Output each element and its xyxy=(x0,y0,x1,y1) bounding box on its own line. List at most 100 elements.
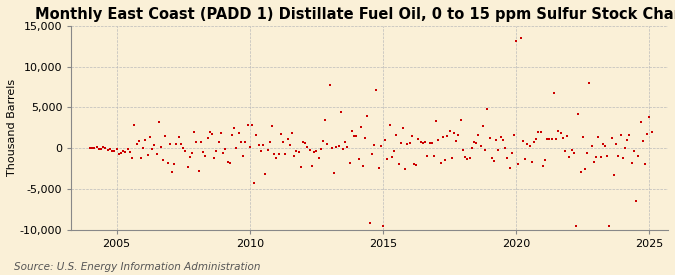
Point xyxy=(355,125,366,129)
Point xyxy=(353,157,364,161)
Point xyxy=(444,128,455,133)
Point xyxy=(140,138,151,143)
Point xyxy=(497,138,508,142)
Point xyxy=(282,137,293,142)
Point xyxy=(599,144,610,148)
Point xyxy=(249,181,260,185)
Point xyxy=(184,154,195,159)
Point xyxy=(520,157,531,161)
Point xyxy=(269,152,279,156)
Point xyxy=(431,119,441,123)
Point xyxy=(442,133,453,138)
Point xyxy=(207,131,217,136)
Point xyxy=(577,135,588,139)
Point xyxy=(111,147,122,152)
Point xyxy=(302,144,313,149)
Point xyxy=(515,36,526,40)
Point xyxy=(404,141,415,145)
Point xyxy=(646,130,657,134)
Point xyxy=(582,151,593,155)
Point xyxy=(451,139,462,143)
Point xyxy=(231,145,242,150)
Point xyxy=(389,149,400,153)
Point xyxy=(593,135,603,139)
Point xyxy=(475,144,486,148)
Y-axis label: Thousand Barrels: Thousand Barrels xyxy=(7,79,17,176)
Point xyxy=(531,137,541,141)
Point xyxy=(224,161,235,165)
Point xyxy=(568,151,579,156)
Point xyxy=(149,143,160,147)
Point xyxy=(342,145,353,149)
Point xyxy=(644,115,655,119)
Point xyxy=(398,126,408,131)
Point xyxy=(637,139,648,143)
Point xyxy=(591,154,601,159)
Point xyxy=(553,129,564,133)
Point xyxy=(624,132,634,137)
Point xyxy=(435,161,446,165)
Point xyxy=(377,224,388,228)
Point xyxy=(287,131,298,135)
Point xyxy=(487,156,497,161)
Point xyxy=(369,143,379,147)
Point xyxy=(238,153,248,158)
Point xyxy=(351,133,362,138)
Point xyxy=(335,110,346,115)
Point xyxy=(618,155,628,160)
Point xyxy=(84,146,95,150)
Point xyxy=(144,135,155,140)
Point xyxy=(211,149,222,153)
Point xyxy=(240,139,250,144)
Point xyxy=(630,199,641,204)
Point xyxy=(466,145,477,150)
Point xyxy=(373,166,384,170)
Point xyxy=(422,154,433,158)
Point xyxy=(191,140,202,144)
Point xyxy=(371,87,382,92)
Point xyxy=(329,171,340,175)
Point xyxy=(580,167,591,171)
Point xyxy=(176,142,186,147)
Point xyxy=(393,161,404,166)
Point xyxy=(136,156,146,160)
Point xyxy=(260,172,271,176)
Point xyxy=(413,137,424,142)
Point xyxy=(324,82,335,87)
Point xyxy=(522,142,533,147)
Point xyxy=(306,164,317,168)
Point xyxy=(234,130,244,135)
Point xyxy=(313,156,324,160)
Point xyxy=(539,157,550,162)
Point xyxy=(105,147,115,151)
Point xyxy=(482,107,493,111)
Point xyxy=(411,163,422,167)
Point xyxy=(277,140,288,144)
Point xyxy=(244,145,255,149)
Point xyxy=(626,161,637,166)
Point xyxy=(153,120,164,125)
Point xyxy=(178,146,188,150)
Point xyxy=(169,162,180,166)
Point xyxy=(384,123,395,127)
Point xyxy=(433,138,444,142)
Point xyxy=(611,142,622,146)
Point xyxy=(107,148,117,153)
Point xyxy=(333,144,344,148)
Point xyxy=(502,156,513,161)
Point xyxy=(289,154,300,158)
Point xyxy=(362,114,373,119)
Point xyxy=(437,135,448,140)
Point xyxy=(424,141,435,145)
Point xyxy=(193,169,204,173)
Point xyxy=(471,141,482,145)
Point xyxy=(258,143,269,147)
Point xyxy=(535,130,546,134)
Point xyxy=(396,141,406,146)
Point xyxy=(464,156,475,160)
Point xyxy=(338,147,348,152)
Point xyxy=(477,124,488,129)
Point xyxy=(346,128,357,133)
Point xyxy=(529,139,539,144)
Point xyxy=(462,157,472,161)
